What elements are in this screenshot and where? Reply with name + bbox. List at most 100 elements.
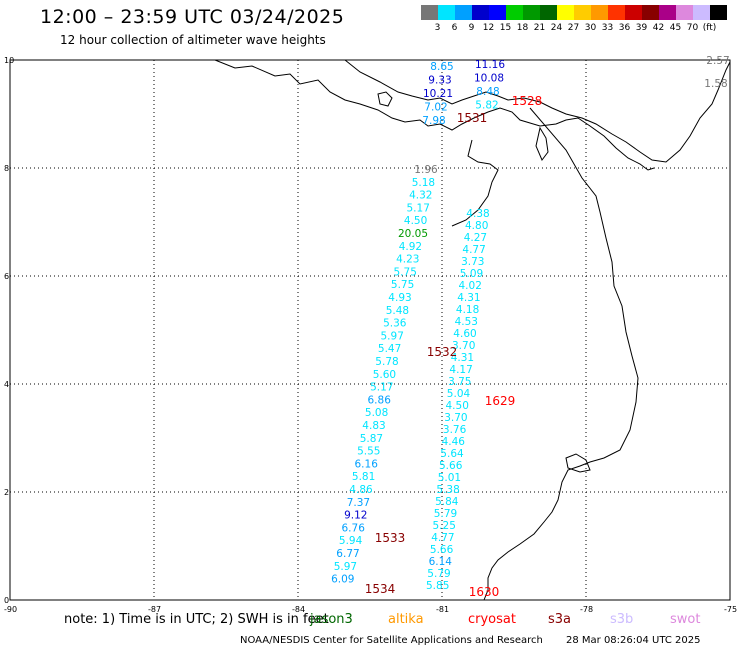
legend-label: 70 <box>686 23 699 33</box>
grid-lines <box>10 60 730 600</box>
wave-height-label: 3.70 <box>452 340 475 352</box>
satellite-legend-item: cryosat <box>468 612 516 627</box>
wave-height-label: 5.47 <box>378 343 401 355</box>
wave-height-label: 5.17 <box>407 202 430 214</box>
legend-label: 45 <box>669 23 682 33</box>
wave-height-label: 3.76 <box>443 424 467 436</box>
wave-height-label: 4.92 <box>399 241 422 253</box>
legend-label: 3 <box>434 23 441 33</box>
wave-height-label: 4.38 <box>466 208 489 220</box>
wave-height-label: 5.79 <box>427 568 450 580</box>
wave-height-label: 4.50 <box>446 400 469 412</box>
wave-height-label: 4.18 <box>456 304 479 316</box>
x-tick-label: -78 <box>580 605 593 614</box>
pass-number-label: 1531 <box>457 111 488 125</box>
pass-number-label: 1528 <box>512 94 543 108</box>
wave-height-label: 9.12 <box>344 510 367 522</box>
wave-height-label: 10.21 <box>423 88 453 100</box>
y-tick-label: 0 <box>4 596 9 605</box>
y-tick-label: 4 <box>4 380 9 389</box>
y-tick-label: 6 <box>4 272 9 281</box>
satellite-legend-item: swot <box>670 612 701 627</box>
wave-height-label: 8.65 <box>430 61 453 73</box>
wave-height-label: 5.01 <box>438 472 461 484</box>
wave-height-label: 5.08 <box>365 407 388 419</box>
footer-note: note: 1) Time is in UTC; 2) SWH is in fe… <box>64 612 329 627</box>
x-tick-label: -90 <box>4 605 17 614</box>
wave-height-label: 5.55 <box>357 446 380 458</box>
coastline <box>214 59 731 601</box>
pass-number-label: 1534 <box>365 582 396 596</box>
wave-height-label: 2.57 <box>706 55 729 67</box>
wave-height-label: 5.87 <box>360 433 383 445</box>
axis-labels: -90 -87 -84 -81 -78 -75 10 8 6 4 2 0 <box>4 56 737 614</box>
pass-labels: 1528 1531 1532 1629 1533 1534 1630 <box>365 94 543 599</box>
wave-height-label: 5.78 <box>375 356 398 368</box>
wave-height-label: 5.85 <box>426 580 449 592</box>
wave-height-label: 4.77 <box>462 244 485 256</box>
wave-height-label: 5.75 <box>394 266 417 278</box>
satellite-legend-item: jason3 <box>310 612 353 627</box>
wave-height-label: 4.46 <box>442 436 466 448</box>
wave-height-label: 3.70 <box>444 412 467 424</box>
legend-label: 24 <box>550 23 563 33</box>
x-tick-label: -75 <box>724 605 737 614</box>
legend-label: 15 <box>499 23 512 33</box>
satellite-legend-item: s3a <box>548 612 572 627</box>
wave-height-label: 6.86 <box>368 394 392 406</box>
wave-height-label: 3.73 <box>461 256 484 268</box>
wave-height-label: 9.33 <box>428 75 451 87</box>
pass-number-label: 1533 <box>375 531 406 545</box>
y-tick-label: 8 <box>4 164 9 173</box>
x-tick-label: -84 <box>292 605 305 614</box>
x-tick-label: -87 <box>148 605 161 614</box>
wave-height-label: 4.83 <box>362 420 385 432</box>
wave-height-label: 6.16 <box>355 458 379 470</box>
x-tick-label: -81 <box>436 605 449 614</box>
wave-height-label: 5.04 <box>447 388 471 400</box>
map-frame <box>9 59 731 601</box>
wave-height-label: 7.37 <box>347 497 370 509</box>
wave-height-label: 5.79 <box>434 508 457 520</box>
legend-label: 30 <box>584 23 597 33</box>
wave-height-label: 4.53 <box>455 316 478 328</box>
wave-height-label: 7.02 <box>424 102 447 114</box>
wave-height-label: 4.60 <box>453 328 476 340</box>
wave-height-label: 4.02 <box>459 280 482 292</box>
wave-height-label: 4.32 <box>409 190 432 202</box>
wave-height-label: 4.31 <box>451 352 474 364</box>
wave-height-label: 5.97 <box>334 561 357 573</box>
pass-number-label: 1630 <box>469 585 500 599</box>
timestamp-text: 28 Mar 08:26:04 UTC 2025 <box>566 635 701 646</box>
wave-height-label: 5.66 <box>439 460 463 472</box>
wave-height-label: 10.08 <box>474 73 504 85</box>
wave-height-label: 11.16 <box>475 59 505 71</box>
wave-height-label: 4.80 <box>465 220 488 232</box>
wave-height-label: 5.81 <box>352 471 375 483</box>
wave-height-label: 5.25 <box>433 520 456 532</box>
wave-height-label: 3.75 <box>448 376 471 388</box>
wave-height-label: 5.48 <box>386 305 409 317</box>
wave-height-label: 5.36 <box>383 318 407 330</box>
legend-label: 33 <box>601 23 614 33</box>
wave-height-label: 5.38 <box>436 484 459 496</box>
credit-text: NOAA/NESDIS Center for Satellite Applica… <box>240 635 543 646</box>
wave-height-label: 6.09 <box>331 574 354 586</box>
wave-height-label: 4.17 <box>449 364 472 376</box>
legend-label: 27 <box>567 23 580 33</box>
wave-height-label: 6.77 <box>336 548 359 560</box>
wave-height-label: 1.96 <box>414 164 438 176</box>
wave-height-label: 20.05 <box>398 228 428 240</box>
satellite-legend-item: s3b <box>610 612 634 627</box>
pass-number-label: 1532 <box>427 345 458 359</box>
legend-label: 42 <box>652 23 665 33</box>
legend-label: 12 <box>482 23 495 33</box>
wave-height-label: 6.76 <box>342 522 366 534</box>
wave-height-label: 6.14 <box>429 556 453 568</box>
pass-number-label: 1629 <box>485 394 516 408</box>
legend-label: (ft) <box>702 23 717 33</box>
legend-label: 39 <box>635 23 648 33</box>
wave-height-label: 4.50 <box>404 215 427 227</box>
wave-height-label: 4.77 <box>431 532 454 544</box>
wave-height-label: 5.09 <box>460 268 483 280</box>
